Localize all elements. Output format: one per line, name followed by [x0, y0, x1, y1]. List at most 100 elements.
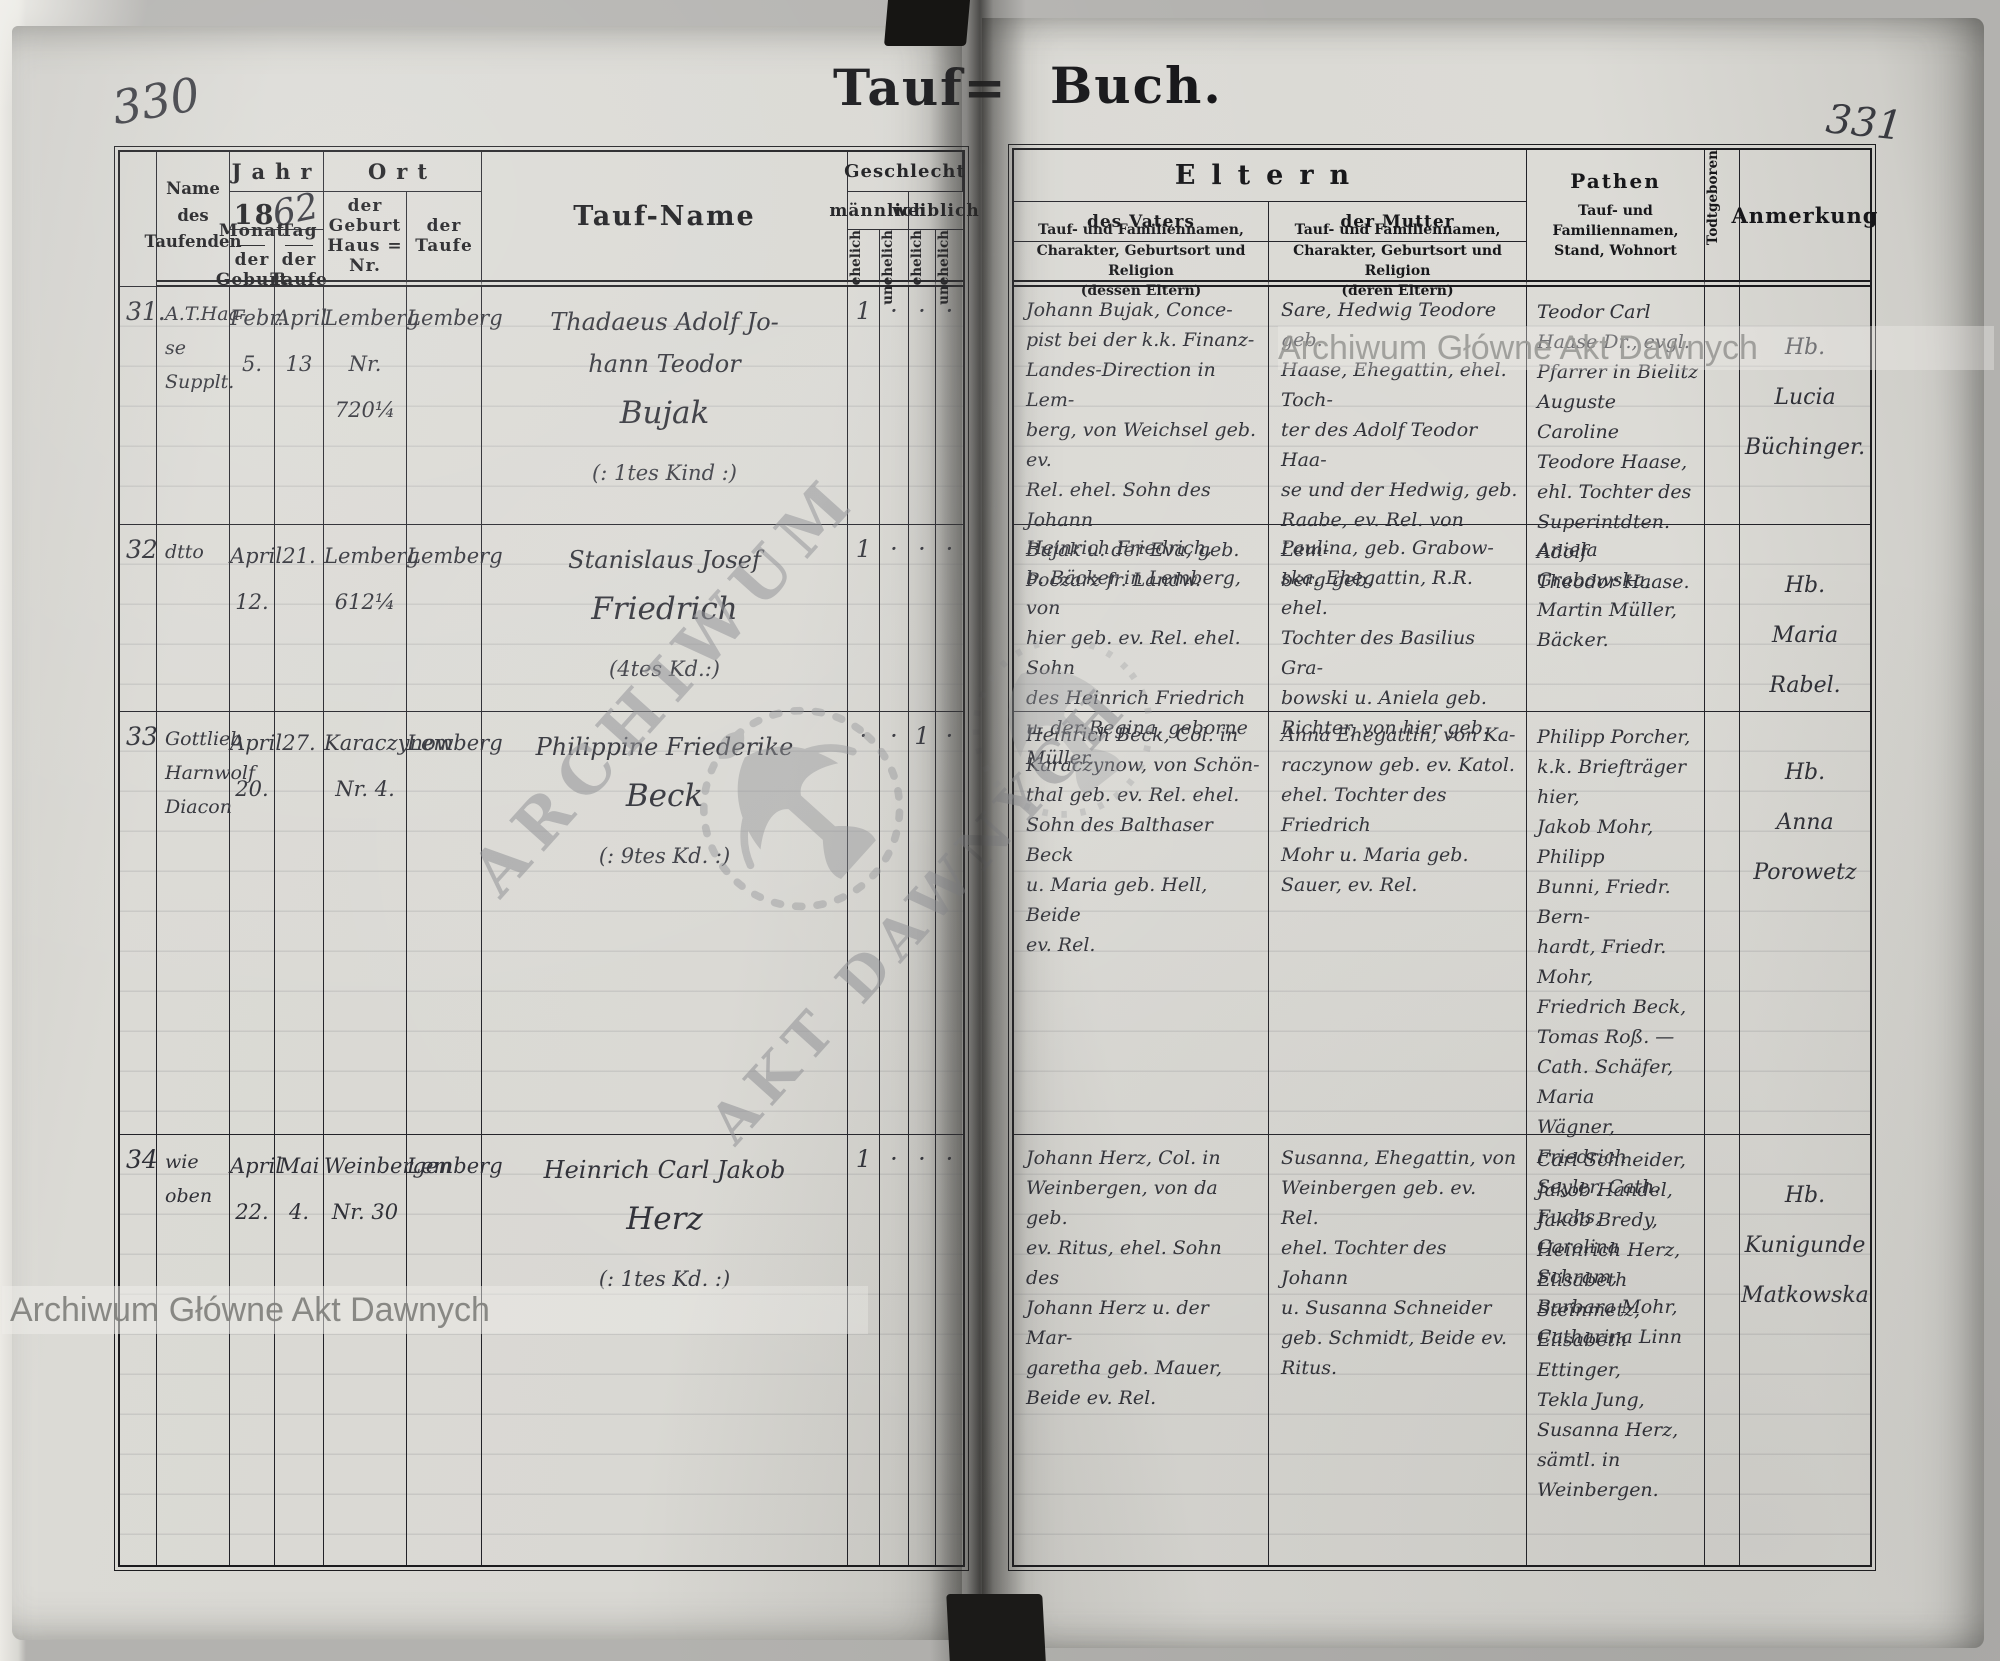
stillborn-cell [1705, 712, 1740, 1135]
birth-date-cell: April 22. [230, 1135, 282, 1565]
year-printed: 18 [233, 200, 276, 231]
mother-cell: Anna Ehegattin, von Ka- raczynow geb. ev… [1269, 712, 1527, 1135]
binding-tape-top [883, 0, 971, 46]
baptism-table-left: Name des Taufenden Jahr 18 62 Monat der Ge… [114, 146, 979, 1571]
baptism-date-cell: April 13 [275, 287, 327, 525]
sex-mark-female-legitimate: 1 [909, 712, 936, 1135]
book-title-right: Buch. [1050, 56, 1223, 115]
sex-mark-female-illegitimate: · [936, 287, 963, 525]
header-todtgeboren: Todtgeboren [1705, 150, 1740, 287]
taufender-cell: wie oben [157, 1135, 230, 1565]
sex-mark-female-illegitimate: · [936, 1135, 963, 1565]
taufender-cell: Gottlieb Harnwolf Diacon [157, 712, 255, 1135]
header-monat-der-geburt: Monat der Geburt [215, 220, 289, 290]
sex-mark-female-illegitimate: · [936, 712, 963, 1135]
binding-tape-bottom [946, 1594, 1046, 1661]
header-ort: Ort [324, 152, 482, 192]
header-unehelich-m: unehelich [880, 230, 909, 305]
baptism-date-cell: 21. [275, 525, 324, 712]
header-weiblich: weiblich [892, 192, 979, 230]
header-eltern: Eltern [1014, 150, 1527, 202]
sex-mark-female-legitimate: · [909, 287, 936, 525]
header-unehelich-w: unehelich [936, 230, 963, 305]
baptism-name-cell: Thadaeus Adolf Jo- hann Teodor Bujak (: 1t… [482, 287, 848, 525]
baptism-name-cell: Heinrich Carl Jakob Herz (: 1tes Kd. :) [482, 1135, 848, 1565]
header-divider [285, 244, 313, 246]
header-ort-der-geburt: der Geburt Haus = Nr. [324, 192, 407, 287]
stillborn-cell [1705, 287, 1740, 525]
baptism-place-cell: Lemberg [407, 525, 503, 712]
baptism-name-cell: Philippine Friederike Beck (: 9tes Kd. :) [482, 712, 848, 1135]
sex-mark-female-legitimate: · [909, 525, 936, 712]
row-number: 34 [120, 1135, 158, 1565]
father-cell: Johann Herz, Col. in Weinbergen, von da … [1014, 1135, 1269, 1565]
mother-cell: Sare, Hedwig Teodore geb. Haase, Ehegatt… [1269, 287, 1527, 591]
sex-mark-male-legitimate: 1 [848, 1135, 880, 1565]
header-year-1862: 18 62 [230, 186, 324, 235]
header-des-vaters: des Vaters [1014, 202, 1269, 242]
header-geschlecht: Geschlecht [844, 152, 965, 192]
header-rownum-blank [120, 152, 157, 287]
header-ehelich-m: ehelich [848, 230, 880, 287]
folio-number-right: 331 [1823, 96, 1905, 150]
stillborn-cell [1705, 525, 1740, 712]
mother-cell: Paulina, geb. Grabow- ska, Ehegattin, R.… [1269, 525, 1527, 739]
header-mutter-details: Tauf- und Familiennamen, Charakter, Gebu… [1269, 222, 1527, 299]
header-taufname: Tauf-Name [482, 152, 848, 287]
godparents-cell: Teodor Carl Haase Dr., evgl. Pfarrer in … [1527, 287, 1705, 593]
godparents-cell: Aniela Grabowska, Martin Müller, Bäcker. [1527, 525, 1705, 712]
header-anmerkung: Anmerkung [1732, 150, 1878, 287]
header-name-des-taufenden: Name des Taufenden [145, 152, 242, 287]
taufender-cell: A.T.Haa- se Supplt. [157, 287, 246, 525]
godparents-cell: Philipp Porcher, k.k. Briefträger hier, … [1527, 712, 1705, 1348]
baptism-place-cell: Lemberg [407, 1135, 503, 1565]
book-title-left: Tauf= [833, 58, 1008, 117]
father-cell: Heinrich Beck, Col. in Karaczynow, von S… [1014, 712, 1269, 1135]
sex-mark-male-illegitimate: · [880, 287, 909, 525]
sex-mark-male-legitimate: 1 [848, 525, 880, 712]
birth-place-cell: Lemberg Nr. 720¼ [324, 287, 420, 525]
remark-cell: Hb. Lucia Büchinger. [1740, 287, 1870, 525]
row-number: 33 [120, 712, 158, 1135]
header-divider [239, 244, 265, 246]
birth-place-cell: Lemberg 612¼ [324, 525, 420, 712]
left-page [12, 26, 962, 1640]
sex-mark-female-legitimate: · [909, 1135, 936, 1565]
sex-mark-male-legitimate: · [848, 712, 880, 1135]
father-cell: Johann Bujak, Conce- pist bei der k.k. F… [1014, 287, 1269, 591]
header-der-mutter: der Mutter [1269, 202, 1527, 242]
baptism-place-cell: Lemberg [407, 712, 503, 1135]
header-ort-der-taufe: der Taufe [407, 192, 482, 287]
father-cell: Heinrich Friedrich, b. Bäcker in Lemberg… [1014, 525, 1269, 769]
header-jahr: Jahr [230, 152, 324, 192]
stillborn-cell [1705, 1135, 1740, 1565]
sex-mark-male-illegitimate: · [880, 525, 909, 712]
taufender-cell: dtto [157, 525, 230, 712]
baptism-name-cell: Stanislaus Josef Friedrich (4tes Kd.:) [482, 525, 848, 712]
header-vater-details: Tauf- und Familiennamen, Charakter, Gebu… [1014, 222, 1269, 299]
remark-cell: Hb. Maria Rabel. [1740, 525, 1870, 712]
baptism-table-right: Eltern des Vaters Tauf- und Familienname… [1008, 144, 1878, 1571]
header-pathen: Pathen Tauf- und Familiennamen, Stand, Wo… [1527, 150, 1705, 287]
sex-mark-male-illegitimate: · [880, 712, 909, 1135]
row-number: 31. [120, 287, 166, 525]
mother-cell: Susanna, Ehegattin, von Weinbergen geb. … [1269, 1135, 1527, 1565]
birth-date-cell: Febr. 5. [230, 287, 284, 525]
birth-place-cell: Karaczynow Nr. 4. [324, 712, 454, 1135]
sex-mark-male-legitimate: 1 [848, 287, 880, 525]
birth-place-cell: Weinbergen Nr. 30 [324, 1135, 452, 1565]
baptism-place-cell: Lemberg [407, 287, 503, 525]
header-tag-der-taufe: Tag der Taufe [270, 220, 328, 290]
baptism-date-cell: 27. [275, 712, 324, 1135]
row-number: 32 [120, 525, 158, 712]
sex-mark-male-illegitimate: · [880, 1135, 909, 1565]
sex-mark-female-illegitimate: · [936, 525, 963, 712]
godparents-cell: Carl Schneider, Jakob Handel, Jakob Bred… [1527, 1135, 1705, 1565]
right-page [982, 18, 1984, 1648]
birth-date-cell: April 12. [230, 525, 282, 712]
header-ehelich-w: ehelich [909, 230, 936, 287]
remark-cell: Hb. Kunigunde Matkowska [1740, 1135, 1870, 1565]
remark-cell: Hb. Anna Porowetz [1740, 712, 1870, 1135]
birth-date-cell: April 20. [230, 712, 282, 1135]
